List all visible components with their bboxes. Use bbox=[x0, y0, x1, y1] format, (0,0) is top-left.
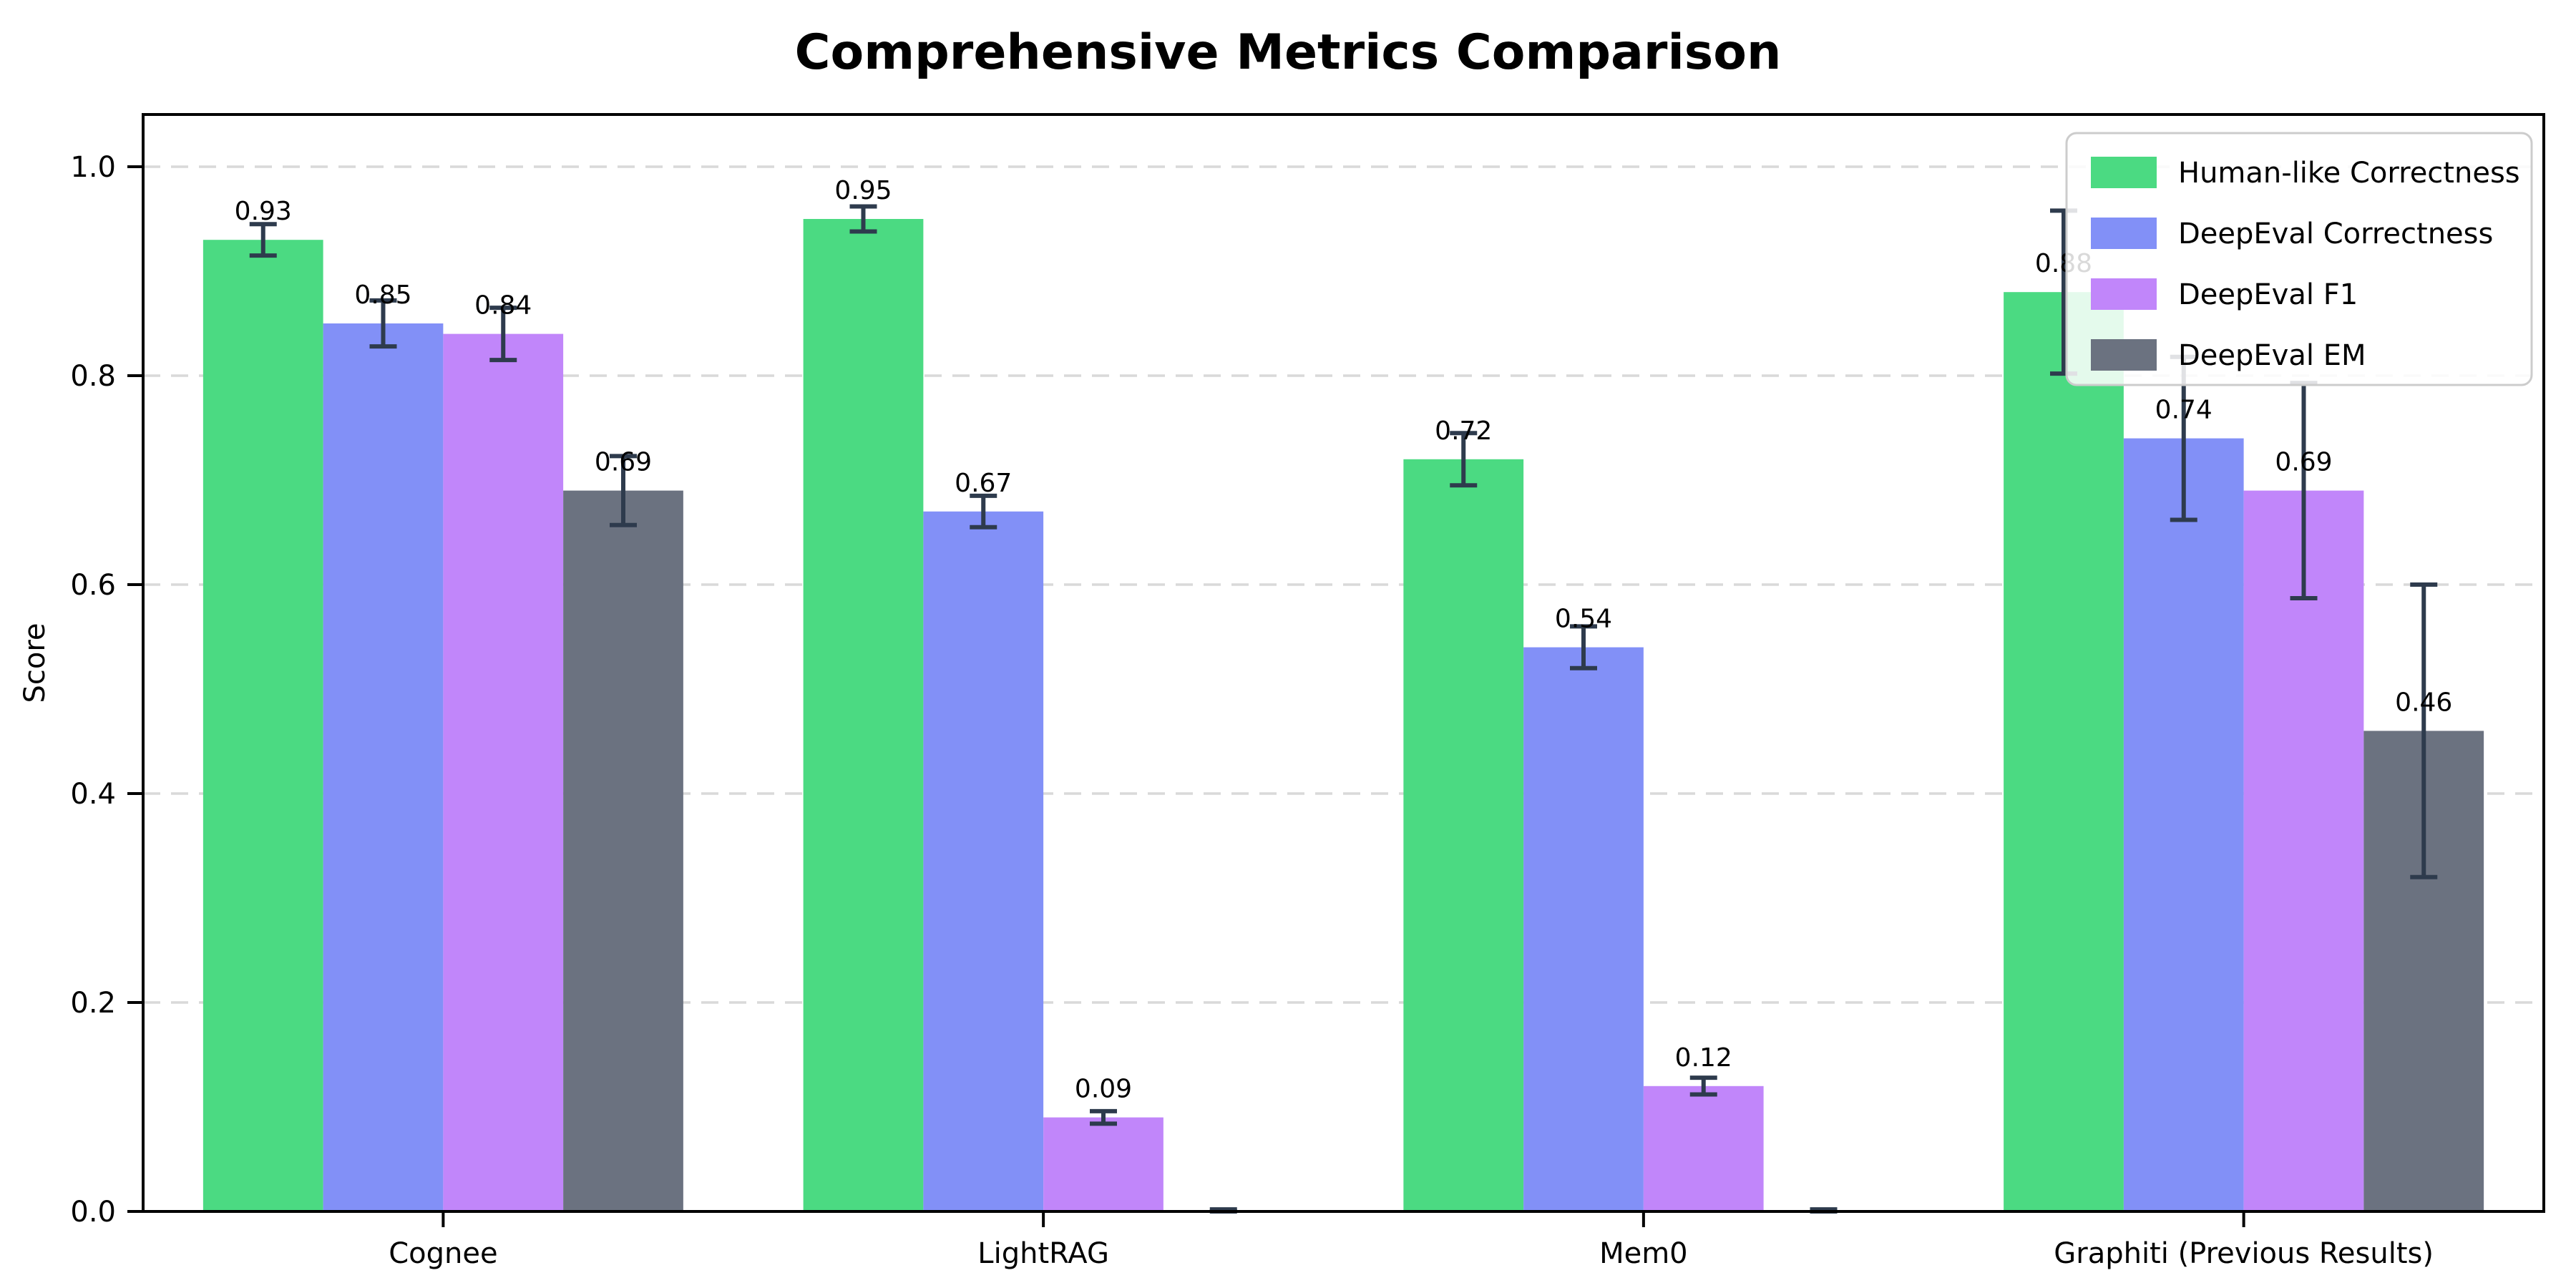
bar-value-label: 0.46 bbox=[2395, 688, 2452, 717]
plot-border bbox=[142, 113, 2545, 1213]
y-tick-label: 0.4 bbox=[70, 778, 116, 811]
y-tick-label: 1.0 bbox=[70, 151, 116, 184]
bar bbox=[2243, 490, 2364, 1211]
legend-label: DeepEval EM bbox=[2178, 339, 2366, 372]
bar-value-label: 0.12 bbox=[1675, 1043, 1732, 1073]
bar bbox=[803, 219, 924, 1211]
x-tick-label: Mem0 bbox=[1599, 1237, 1688, 1270]
legend-box bbox=[2065, 132, 2533, 386]
bar bbox=[1403, 459, 1524, 1211]
bar-value-label: 0.72 bbox=[1435, 416, 1492, 446]
bars bbox=[203, 219, 2484, 1212]
bar-value-label: 0.74 bbox=[2155, 396, 2212, 425]
bar-value-label: 0.54 bbox=[1555, 605, 1612, 634]
bar-value-label: 0.69 bbox=[595, 448, 652, 477]
bar bbox=[323, 323, 444, 1211]
bar-value-labels: 0.930.950.720.880.850.670.540.740.840.09… bbox=[235, 176, 2453, 1104]
y-axis: 0.0 0.2 0.4 0.6 0.8 1.0 bbox=[70, 151, 143, 1229]
bar bbox=[563, 490, 683, 1211]
legend-label: DeepEval F1 bbox=[2178, 278, 2358, 311]
bar bbox=[2004, 292, 2124, 1212]
bar bbox=[443, 333, 564, 1212]
bar bbox=[2123, 438, 2244, 1211]
chart-title: Comprehensive Metrics Comparison bbox=[794, 24, 1782, 81]
bar bbox=[203, 240, 323, 1212]
bar-value-label: 0.95 bbox=[834, 176, 892, 205]
bar bbox=[1523, 647, 1644, 1211]
y-tick-label: 0.8 bbox=[70, 360, 116, 393]
bar bbox=[1043, 1117, 1163, 1211]
legend-label: Human-like Correctness bbox=[2178, 157, 2520, 190]
legend: Human-like Correctness DeepEval Correctne… bbox=[2065, 132, 2533, 386]
x-tick-label: Graphiti (Previous Results) bbox=[2054, 1237, 2434, 1270]
bar bbox=[1643, 1085, 1764, 1211]
bar-value-label: 0.93 bbox=[235, 197, 292, 226]
x-axis: Cognee LightRAG Mem0 Graphiti (Previous Res… bbox=[389, 1211, 2434, 1270]
x-tick-label: Cognee bbox=[389, 1237, 497, 1270]
y-tick-label: 0.2 bbox=[70, 987, 116, 1020]
legend-swatch bbox=[2091, 278, 2157, 310]
legend-swatch bbox=[2091, 218, 2157, 249]
y-axis-title: Score bbox=[19, 623, 52, 703]
legend-label: DeepEval Correctness bbox=[2178, 218, 2493, 250]
legend-swatch bbox=[2091, 157, 2157, 188]
bar bbox=[923, 511, 1044, 1211]
y-tick-label: 0.6 bbox=[70, 569, 116, 602]
bar-value-label: 0.84 bbox=[474, 291, 532, 321]
bar-value-label: 0.69 bbox=[2275, 448, 2332, 477]
bar-value-label: 0.67 bbox=[955, 469, 1012, 498]
legend-swatch bbox=[2091, 339, 2157, 371]
bar-value-label: 0.09 bbox=[1075, 1075, 1132, 1104]
bar-value-label: 0.85 bbox=[354, 280, 411, 310]
x-tick-label: LightRAG bbox=[977, 1237, 1109, 1270]
y-tick-label: 0.0 bbox=[70, 1196, 116, 1229]
